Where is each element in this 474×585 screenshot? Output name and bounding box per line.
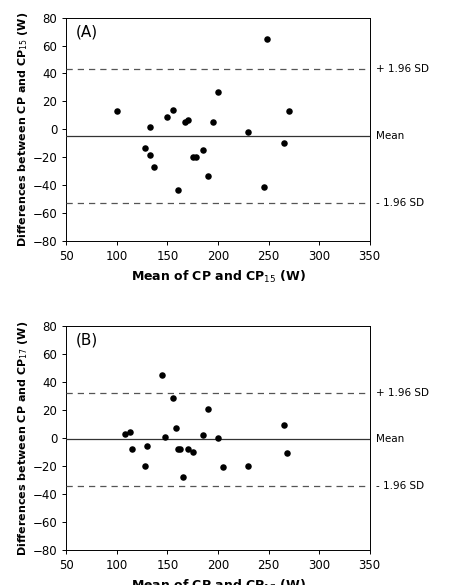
Y-axis label: Differences between CP and CP$_{15}$ (W): Differences between CP and CP$_{15}$ (W) bbox=[16, 12, 30, 247]
Text: (A): (A) bbox=[75, 24, 98, 39]
Point bbox=[128, 445, 136, 454]
Point bbox=[174, 185, 182, 194]
Point bbox=[204, 171, 212, 180]
Point bbox=[260, 182, 267, 191]
Point bbox=[280, 139, 288, 148]
Point bbox=[245, 462, 252, 471]
Point bbox=[184, 115, 191, 124]
Point bbox=[121, 429, 129, 439]
Point bbox=[169, 105, 176, 115]
Point bbox=[283, 449, 291, 458]
Text: (B): (B) bbox=[75, 333, 98, 348]
Text: - 1.96 SD: - 1.96 SD bbox=[376, 481, 424, 491]
Point bbox=[162, 432, 169, 441]
Point bbox=[141, 143, 149, 152]
Point bbox=[164, 112, 171, 122]
Point bbox=[126, 428, 134, 437]
Point bbox=[199, 146, 207, 155]
Point bbox=[280, 421, 288, 430]
Point bbox=[141, 462, 149, 471]
Text: + 1.96 SD: + 1.96 SD bbox=[376, 388, 429, 398]
X-axis label: Mean of CP and CP$_{15}$ (W): Mean of CP and CP$_{15}$ (W) bbox=[131, 269, 305, 285]
Point bbox=[263, 34, 270, 43]
Point bbox=[179, 473, 186, 482]
X-axis label: Mean of CP and CP$_{17}$ (W): Mean of CP and CP$_{17}$ (W) bbox=[131, 577, 305, 585]
Point bbox=[174, 445, 182, 454]
Point bbox=[219, 463, 227, 472]
Point bbox=[214, 87, 222, 97]
Text: - 1.96 SD: - 1.96 SD bbox=[376, 198, 424, 208]
Point bbox=[146, 150, 154, 159]
Point bbox=[151, 163, 158, 172]
Point bbox=[189, 448, 197, 457]
Point bbox=[184, 445, 191, 454]
Point bbox=[181, 118, 189, 127]
Point bbox=[199, 431, 207, 440]
Point bbox=[144, 442, 151, 451]
Point bbox=[245, 128, 252, 137]
Point bbox=[146, 122, 154, 131]
Point bbox=[192, 153, 200, 162]
Y-axis label: Differences between CP and CP$_{17}$ (W): Differences between CP and CP$_{17}$ (W) bbox=[16, 321, 30, 556]
Point bbox=[176, 445, 183, 454]
Point bbox=[169, 393, 176, 402]
Point bbox=[159, 370, 166, 380]
Point bbox=[204, 404, 212, 414]
Point bbox=[214, 433, 222, 443]
Point bbox=[209, 118, 217, 127]
Point bbox=[172, 424, 179, 433]
Point bbox=[285, 106, 292, 116]
Text: Mean: Mean bbox=[376, 435, 404, 445]
Text: Mean: Mean bbox=[376, 132, 404, 142]
Text: + 1.96 SD: + 1.96 SD bbox=[376, 64, 429, 74]
Point bbox=[113, 106, 121, 116]
Point bbox=[189, 153, 197, 162]
